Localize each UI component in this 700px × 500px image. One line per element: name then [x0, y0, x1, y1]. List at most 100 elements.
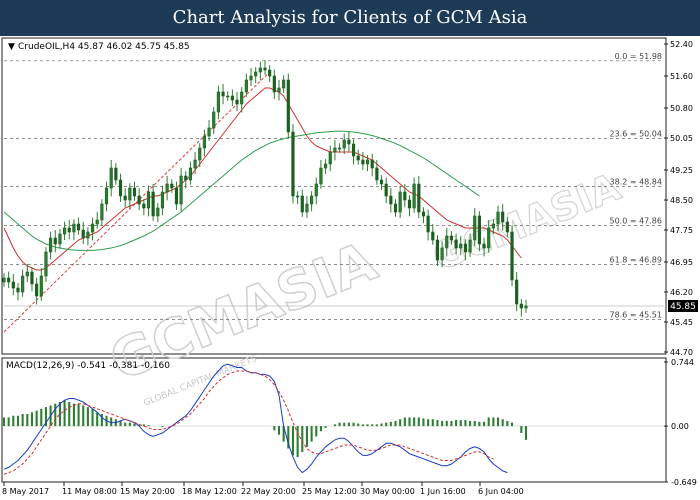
candle-body — [477, 215, 481, 245]
candle-body — [496, 211, 500, 225]
candle-body — [258, 67, 262, 73]
candle-body — [431, 231, 435, 241]
candle-body — [426, 215, 430, 233]
candle-body — [109, 167, 113, 189]
price-tick-label: 51.60 — [670, 72, 693, 81]
candle-body — [403, 191, 407, 201]
candle-body — [151, 191, 155, 217]
candle-body — [165, 183, 169, 193]
time-tick-label: 22 May 20:00 — [241, 487, 296, 496]
candle-body — [39, 275, 43, 297]
time-tick-label: 15 May 20:00 — [120, 487, 175, 496]
candle-body — [515, 279, 519, 305]
fibonacci-levels: 0.0 = 51.98 23.6 = 50.04 38.2 = 48.84 50.0 … — [4, 52, 664, 320]
time-tick-label: 18 May 12:00 — [182, 487, 237, 496]
main-panel-frame — [1, 37, 667, 355]
candle-body — [16, 287, 20, 293]
candle-body — [356, 155, 360, 161]
candle-body — [193, 159, 197, 169]
candle-body — [291, 131, 295, 197]
candle-body — [300, 195, 304, 213]
candle-body — [445, 235, 449, 249]
candle-body — [342, 139, 346, 149]
price-tick-label: 44.70 — [670, 348, 693, 357]
banner-title: Chart Analysis for Clients of GCM Asia — [0, 0, 700, 36]
candle-body — [198, 147, 202, 161]
candle-body — [174, 187, 179, 205]
candle-body — [49, 237, 53, 253]
candle-body — [487, 227, 491, 249]
fib-label: 61.8 = 46.89 — [609, 255, 662, 264]
candle-body — [254, 71, 258, 77]
candle-body — [510, 231, 514, 281]
candle-body — [44, 251, 48, 277]
candle-body — [244, 79, 248, 93]
trendline[interactable] — [3, 71, 271, 333]
candle-body — [328, 151, 332, 165]
fib-label: 78.6 = 45.51 — [609, 311, 662, 320]
macd-label: MACD(12,26,9) -0.541 -0.381 -0.160 — [6, 361, 170, 371]
candle-body — [212, 111, 216, 129]
fib-label: 0.0 = 51.98 — [615, 52, 662, 61]
candle-body — [35, 283, 39, 297]
time-axis: 8 May 2017 11 May 08:00 15 May 20:00 18 May… — [2, 482, 524, 496]
candle-body — [365, 159, 370, 165]
candle-body — [282, 79, 286, 89]
candle-body — [337, 147, 342, 150]
candle-body — [263, 67, 267, 71]
time-tick-label: 6 Jun 04:00 — [478, 487, 524, 496]
time-tick-label: 25 May 12:00 — [302, 487, 357, 496]
candle-body — [95, 219, 99, 225]
candle-body — [319, 167, 323, 185]
candle-body — [324, 163, 328, 169]
sma-fast-line — [3, 87, 522, 271]
instrument-label: CrudeOIL,H4 45.87 46.02 45.75 45.85 — [18, 42, 190, 52]
candle-body — [132, 187, 137, 197]
time-tick-label: 8 May 2017 — [2, 487, 49, 496]
candle-body — [501, 211, 505, 223]
price-tick-label: 45.45 — [670, 318, 693, 327]
candle-body — [114, 167, 118, 181]
fib-label: 50.0 = 47.86 — [609, 217, 662, 226]
candle-body — [7, 277, 11, 283]
candle-body — [296, 195, 300, 198]
candle-body — [146, 191, 151, 209]
candle-body — [389, 195, 393, 205]
candle-body — [81, 229, 85, 239]
price-tick-label: 50.05 — [670, 134, 693, 143]
candle-body — [473, 215, 477, 241]
candle-body — [351, 143, 356, 157]
candle-body — [53, 237, 57, 245]
candle-body — [118, 179, 123, 197]
candle-body — [435, 239, 440, 261]
price-chart-panel[interactable]: GCMASIA GLOBAL CAPITAL MARKETS GCMASIA 0… — [0, 36, 700, 500]
candle-body — [63, 227, 67, 235]
candle-body — [398, 191, 402, 213]
candle-body — [67, 227, 71, 233]
dropdown-arrow-icon[interactable]: ▼ — [8, 42, 15, 52]
candle-body — [76, 223, 81, 231]
candle-body — [524, 305, 528, 309]
candle-body — [170, 183, 174, 189]
candle-body — [379, 179, 384, 185]
price-tick-label: 46.95 — [670, 258, 693, 267]
moving-averages — [3, 87, 522, 271]
candle-body — [421, 211, 426, 217]
time-tick-label: 1 Jun 16:00 — [420, 487, 466, 496]
candle-body — [454, 239, 458, 249]
candle-body — [221, 91, 225, 97]
candle-body — [128, 187, 132, 201]
candle-body — [393, 203, 398, 213]
last-price-value: 45.85 — [670, 302, 696, 312]
candle-body — [361, 159, 365, 165]
candle-body — [226, 95, 230, 98]
candle-body — [440, 247, 444, 261]
candle-body — [90, 223, 95, 233]
candle-body — [305, 203, 309, 213]
candle-body — [384, 183, 388, 197]
candle-body — [314, 183, 318, 197]
candle-body — [268, 69, 272, 77]
candle-body — [463, 243, 467, 253]
candle-body — [370, 159, 374, 169]
candle-body — [375, 167, 379, 181]
